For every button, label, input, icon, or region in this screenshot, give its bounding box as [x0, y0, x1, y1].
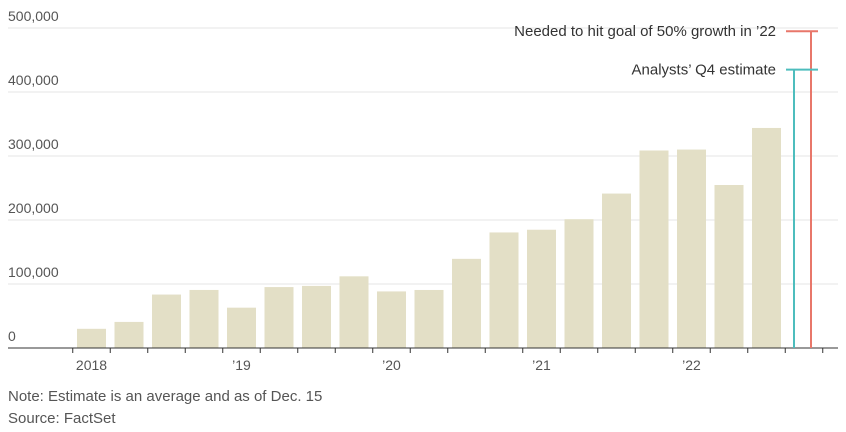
y-tick-label: 100,000	[8, 264, 59, 280]
bar-2018-q2	[114, 321, 144, 348]
bar-2021-q2	[564, 219, 594, 348]
annotation-label: Needed to hit goal of 50% growth in ’22	[514, 23, 776, 40]
bar-2022-q1	[677, 149, 706, 348]
bar-2020-q1	[377, 291, 406, 348]
bar-2019-q2	[264, 287, 294, 348]
x-tick-label: 2018	[76, 357, 107, 373]
bar-2021-q1	[527, 229, 556, 348]
note-text: Note: Estimate is an average and as of D…	[8, 388, 323, 405]
bar-2019-q3	[302, 285, 331, 348]
bar-2020-q2	[414, 289, 444, 348]
x-tick-label: ’19	[232, 357, 251, 373]
bars	[77, 127, 781, 349]
bar-2018-q4	[189, 289, 219, 348]
x-tick-label: ’20	[382, 357, 401, 373]
bar-2020-q3	[452, 258, 481, 348]
y-tick-label: 400,000	[8, 72, 59, 88]
y-tick-label: 300,000	[8, 136, 59, 152]
bar-2022-q2	[714, 184, 744, 348]
y-tick-label: 200,000	[8, 200, 59, 216]
bar-2019-q1	[227, 307, 256, 348]
bar-chart: 0 100,000 200,000 300,000 400,000 500,000 201…	[8, 8, 838, 373]
bar-2020-q4	[489, 232, 519, 348]
y-tick-label: 500,000	[8, 8, 59, 24]
y-tick-label: 0	[8, 328, 16, 344]
bar-2021-q3	[602, 193, 631, 348]
annotation-label: Analysts’ Q4 estimate	[632, 62, 777, 79]
bar-2022-q3	[752, 127, 781, 349]
x-tick-label: ’22	[682, 357, 701, 373]
annotations: Needed to hit goal of 50% growth in ’22 A…	[514, 23, 818, 348]
x-axis: 2018 ’19 ’20 ’21 ’22	[8, 347, 838, 373]
x-tick-label: ’21	[532, 357, 551, 373]
source-text: Source: FactSet	[8, 410, 116, 427]
bar-2021-q4	[639, 150, 669, 348]
bar-2018-q3	[152, 294, 181, 348]
bar-2018-q1	[77, 328, 106, 348]
y-tick-labels: 0 100,000 200,000 300,000 400,000 500,000	[8, 8, 59, 344]
bar-2019-q4	[339, 276, 369, 348]
